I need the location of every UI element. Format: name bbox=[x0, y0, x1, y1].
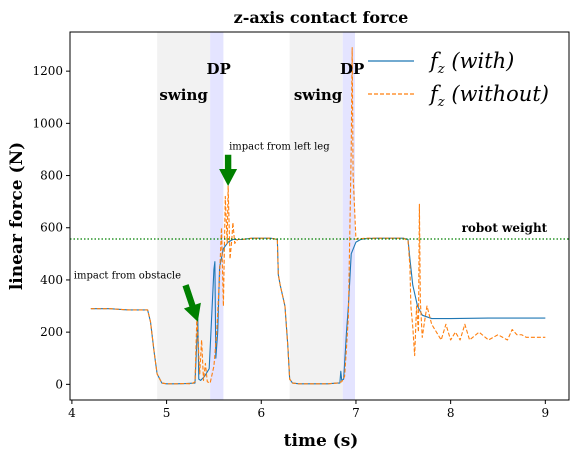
x-tick-label-7: 7 bbox=[352, 406, 360, 420]
annotation-arrow-1 bbox=[219, 154, 238, 186]
y-tick-label-600: 600 bbox=[40, 221, 63, 235]
annotations-layer: robot weight swing DP swing DP impact from ob… bbox=[70, 60, 569, 322]
y-tick-label-200: 200 bbox=[40, 325, 63, 339]
x-axis-title: time (s) bbox=[284, 431, 359, 451]
region-label-swing-2: swing bbox=[294, 86, 343, 104]
region-label-dp-3: DP bbox=[340, 60, 364, 78]
axes-layer: 4 5 6 7 8 9 0 200 400 600 800 1000 1200 bbox=[32, 64, 549, 420]
region-swing-2 bbox=[289, 32, 343, 400]
y-axis-title: linear force (N) bbox=[7, 142, 27, 290]
x-tick-label-8: 8 bbox=[447, 406, 455, 420]
y-tick-label-1200: 1200 bbox=[32, 64, 63, 78]
region-dp-1 bbox=[210, 32, 224, 400]
region-dp-3 bbox=[342, 32, 356, 400]
x-tick-label-9: 9 bbox=[542, 406, 550, 420]
x-tick-label-4: 4 bbox=[68, 406, 76, 420]
y-tick-label-400: 400 bbox=[40, 273, 63, 287]
region-label-dp-1: DP bbox=[207, 60, 231, 78]
regions-layer bbox=[157, 32, 356, 400]
series-line-without bbox=[90, 47, 546, 385]
y-tick-label-0: 0 bbox=[55, 377, 63, 391]
legend: fz (with) fz (without) bbox=[368, 49, 549, 110]
x-tick-label-6: 6 bbox=[257, 406, 265, 420]
legend-label-0: fz (with) bbox=[428, 49, 514, 77]
annotation-text-0: impact from obstacle bbox=[74, 271, 181, 282]
legend-label-1: fz (without) bbox=[428, 82, 549, 110]
y-tick-label-800: 800 bbox=[40, 169, 63, 183]
chart-title: z-axis contact force bbox=[234, 8, 409, 27]
region-swing-0 bbox=[157, 32, 211, 400]
x-tick-label-5: 5 bbox=[163, 406, 171, 420]
y-tick-label-1000: 1000 bbox=[32, 116, 63, 130]
region-label-swing-0: swing bbox=[159, 86, 208, 104]
annotation-text-1: impact from left leg bbox=[229, 141, 330, 152]
robot-weight-label: robot weight bbox=[462, 221, 548, 235]
plot-frame bbox=[69, 31, 570, 401]
annotation-arrow-0 bbox=[182, 284, 201, 322]
